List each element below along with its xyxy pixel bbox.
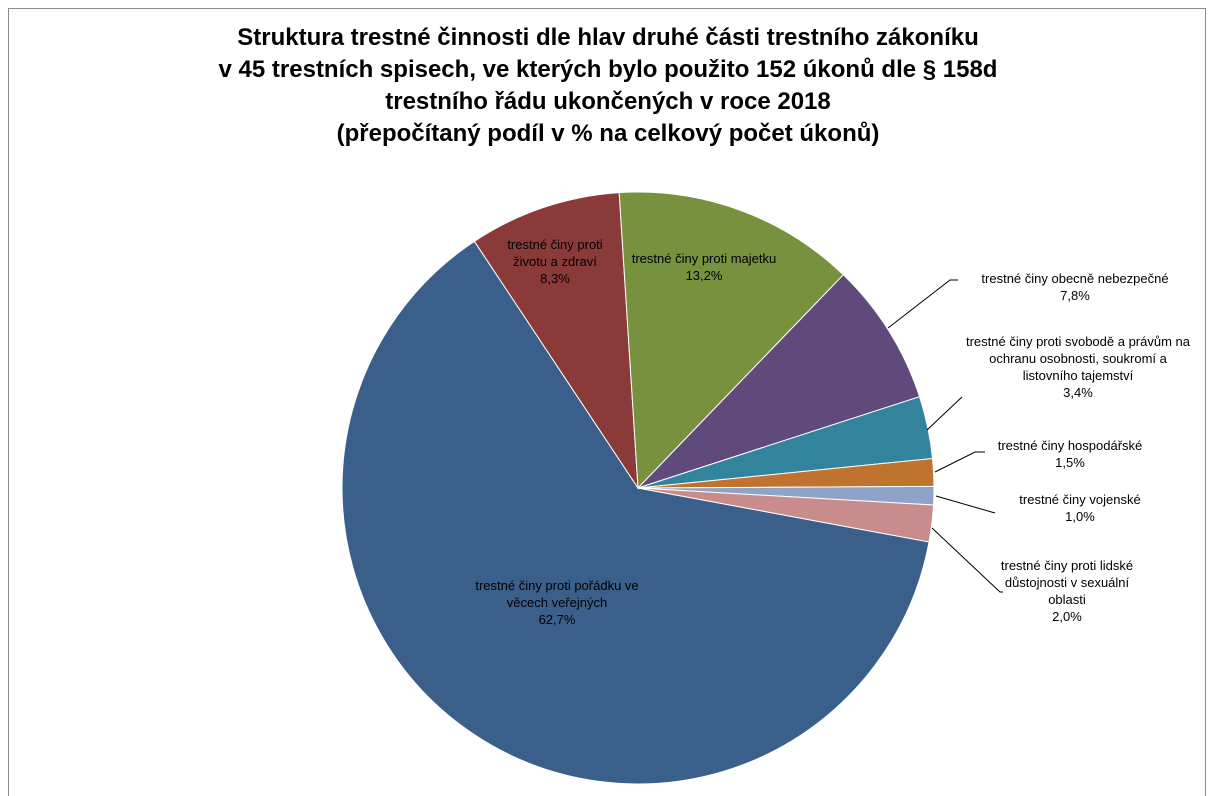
value-label: 13,2%: [685, 268, 723, 283]
category-name: trestné činy proti majetku: [631, 251, 777, 266]
category-name: trestné činy vojenské: [1019, 492, 1141, 507]
category-name: trestné činy proti lidské důstojnosti v …: [1000, 558, 1134, 607]
chart-frame: [8, 8, 1206, 796]
pie-slice: [618, 191, 845, 490]
pie-slice: [341, 240, 930, 785]
slice-label: trestné činy obecně nebezpečné 7,8%: [955, 270, 1195, 304]
value-label: 62,7%: [538, 612, 576, 627]
value-label: 7,8%: [1060, 288, 1090, 303]
value-label: 3,4%: [1063, 385, 1093, 400]
value-label: 1,0%: [1065, 509, 1095, 524]
leader-line: [934, 451, 985, 473]
leader-line: [935, 495, 996, 514]
leader-line: [931, 527, 1003, 593]
slice-label: trestné činy proti majetku 13,2%: [604, 250, 804, 284]
category-name: trestné činy hospodářské: [997, 438, 1143, 453]
category-name: trestné činy proti životu a zdraví: [507, 237, 603, 269]
leader-line: [887, 279, 958, 329]
slice-label: trestné činy vojenské 1,0%: [995, 491, 1165, 525]
value-label: 2,0%: [1052, 609, 1082, 624]
value-label: 8,3%: [540, 271, 570, 286]
slice-label: trestné činy proti lidské důstojnosti v …: [1000, 557, 1135, 625]
category-name: trestné činy proti pořádku ve věcech veř…: [475, 578, 639, 610]
leader-line: [926, 396, 963, 431]
slice-label: trestné činy proti svobodě a právům na o…: [966, 333, 1191, 401]
category-name: trestné činy proti svobodě a právům na o…: [965, 334, 1190, 383]
chart-title: Struktura trestné činnosti dle hlav druh…: [218, 24, 998, 147]
slice-label: trestné činy proti životu a zdraví 8,3%: [490, 236, 620, 287]
pie-slice: [637, 487, 935, 543]
slice-label: trestné činy hospodářské 1,5%: [985, 437, 1155, 471]
category-name: trestné činy obecně nebezpečné: [981, 271, 1169, 286]
pie-slice: [637, 274, 921, 489]
slice-label: trestné činy proti pořádku ve věcech veř…: [470, 577, 645, 628]
value-label: 1,5%: [1055, 455, 1085, 470]
pie-slice: [473, 192, 639, 490]
